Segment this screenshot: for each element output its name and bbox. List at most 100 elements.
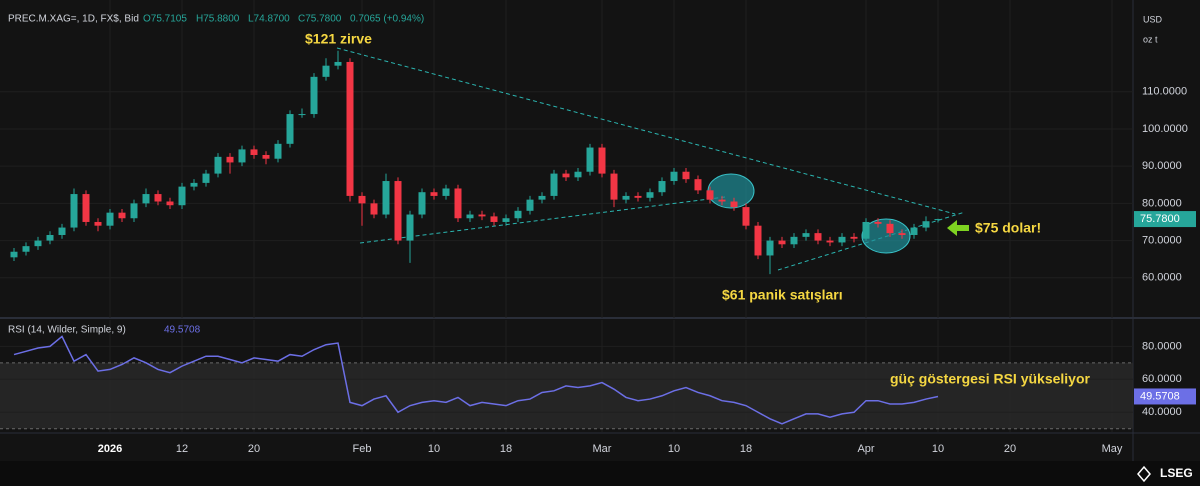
- brand: LSEG: [1160, 466, 1193, 480]
- candle-body: [778, 240, 786, 245]
- candle-body: [922, 221, 930, 228]
- x-tick-label: 2026: [98, 443, 122, 455]
- candle-body: [526, 199, 534, 211]
- candle-body: [718, 199, 726, 202]
- symbol: PREC.M.XAG=, 1D, FX$, Bid: [8, 14, 139, 25]
- candle-body: [10, 251, 18, 258]
- candle-body: [406, 214, 414, 241]
- price-badge: [1134, 211, 1196, 228]
- x-tick-label: May: [1102, 443, 1123, 455]
- candle-body: [238, 149, 246, 163]
- candle-body: [622, 195, 630, 200]
- candle-body: [754, 225, 762, 256]
- candle-body: [454, 188, 462, 219]
- drawings: [336, 47, 969, 271]
- candle-body: [538, 195, 546, 200]
- y-tick-label: 90.0000: [1142, 160, 1182, 172]
- trend-line: [336, 47, 956, 215]
- candle-body: [358, 195, 366, 204]
- candle-body: [70, 194, 78, 228]
- candle-body: [646, 192, 654, 198]
- candle-body: [598, 147, 606, 174]
- x-tick-label: 18: [740, 443, 752, 455]
- candle-body: [802, 233, 810, 237]
- candle-body: [550, 173, 558, 196]
- candle-body: [46, 234, 54, 241]
- candle-body: [838, 236, 846, 243]
- candle-body: [874, 221, 882, 224]
- price-badge-label: 75.7800: [1140, 213, 1180, 225]
- ohlc-low: L74.8700: [248, 14, 290, 25]
- x-tick-label: 20: [248, 443, 260, 455]
- candle-body: [430, 192, 438, 196]
- candle-body: [82, 194, 90, 222]
- annotation: $121 zirve: [305, 31, 372, 47]
- candle-body: [742, 207, 750, 226]
- x-tick-label: 20: [1004, 443, 1016, 455]
- candle-body: [370, 203, 378, 215]
- grid: [0, 0, 1133, 432]
- candle-body: [274, 143, 282, 159]
- candle-body: [766, 240, 774, 256]
- footer-bar: [0, 461, 1200, 486]
- y-tick-label: 100.0000: [1142, 123, 1188, 135]
- x-tick-label: 10: [668, 443, 680, 455]
- candle-body: [502, 218, 510, 222]
- ohlc-high: H75.8800: [196, 14, 240, 25]
- y-tick-label: 60.0000: [1142, 373, 1182, 385]
- candle-body: [814, 233, 822, 241]
- candle-body: [394, 181, 402, 241]
- y-tick-label: 80.0000: [1142, 197, 1182, 209]
- candle-body: [898, 233, 906, 235]
- candle-body: [346, 61, 354, 196]
- x-tick-label: Feb: [353, 443, 372, 455]
- x-tick-label: 18: [500, 443, 512, 455]
- arrow: [947, 220, 969, 236]
- brand-icon: [1137, 465, 1151, 483]
- annotation: $61 panik satışları: [722, 287, 843, 303]
- candle-body: [862, 221, 870, 239]
- candle-body: [574, 171, 582, 178]
- candle-body: [226, 156, 234, 163]
- y-tick-label: 40.0000: [1142, 406, 1182, 418]
- candle-body: [826, 240, 834, 243]
- annotation: $75 dolar!: [975, 220, 1041, 236]
- x-tick-label: 10: [932, 443, 944, 455]
- candle-body: [478, 214, 486, 217]
- candle-body: [190, 182, 198, 187]
- y-tick-label: 80.0000: [1142, 340, 1182, 352]
- rsi-title: RSI (14, Wilder, Simple, 9): [8, 325, 126, 336]
- highlight-ellipse: [861, 218, 911, 254]
- candle-body: [886, 223, 894, 234]
- annotation: güç göstergesi RSI yükseliyor: [890, 371, 1091, 387]
- candle-body: [214, 156, 222, 174]
- candle-body: [58, 227, 66, 235]
- candle-body: [562, 173, 570, 178]
- candle-body: [514, 210, 522, 219]
- rsi-badge: [1134, 388, 1196, 405]
- marks: [10, 50, 942, 425]
- candle-body: [634, 195, 642, 198]
- candle-body: [682, 171, 690, 180]
- candle-body: [298, 114, 306, 116]
- candle-body: [490, 216, 498, 222]
- unit: oz t: [1143, 34, 1158, 44]
- candle-body: [586, 147, 594, 172]
- candle-body: [418, 192, 426, 215]
- candle-body: [118, 212, 126, 219]
- candle-body: [334, 61, 342, 66]
- candle-body: [22, 246, 30, 252]
- candle-body: [250, 149, 258, 155]
- ohlc-change: 0.7065 (+0.94%): [350, 14, 424, 25]
- candle-body: [142, 194, 150, 204]
- candle-body: [670, 171, 678, 182]
- candle-body: [694, 179, 702, 191]
- candle-body: [934, 219, 942, 221]
- candle-body: [910, 227, 918, 235]
- ohlc-close: C75.7800: [298, 14, 342, 25]
- candle-body: [166, 201, 174, 206]
- trend-line: [777, 211, 966, 271]
- candle-body: [202, 173, 210, 183]
